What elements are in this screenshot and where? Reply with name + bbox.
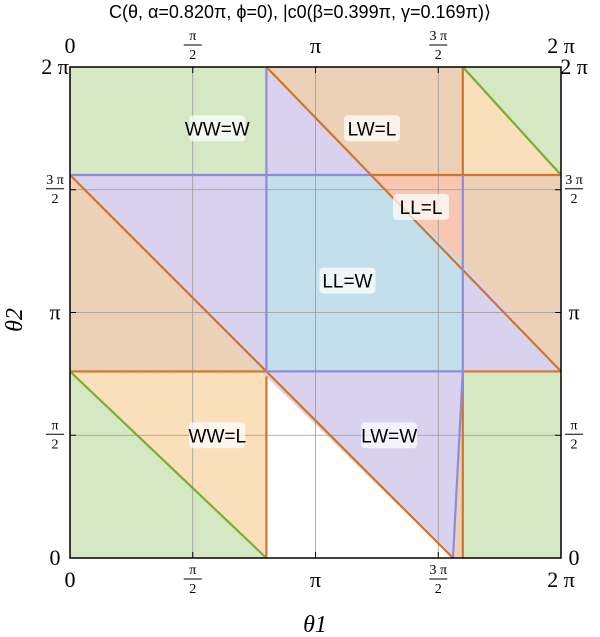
svg-text:2: 2	[435, 582, 442, 597]
svg-text:0: 0	[65, 567, 76, 592]
tick-label: π	[310, 33, 321, 58]
tick-label: 2 π	[547, 567, 575, 592]
svg-text:0: 0	[50, 545, 61, 570]
svg-text:2: 2	[189, 48, 196, 63]
svg-text:2: 2	[52, 192, 59, 207]
svg-text:2 π: 2 π	[547, 567, 575, 592]
svg-text:2 π: 2 π	[41, 54, 69, 79]
tick-label: π	[310, 567, 321, 592]
svg-text:π: π	[568, 300, 579, 325]
svg-text:π: π	[570, 418, 577, 433]
tick-label: 3 π2	[429, 563, 448, 597]
svg-text:3 π: 3 π	[429, 29, 447, 44]
tick-label: 3 π2	[565, 173, 583, 207]
svg-text:π: π	[51, 418, 58, 433]
tick-label: π2	[183, 563, 202, 597]
svg-text:LL=W: LL=W	[322, 272, 372, 293]
y-axis-title: θ2	[2, 308, 28, 332]
x-axis-title: θ1	[303, 612, 327, 637]
boundary-line-green	[461, 66, 562, 176]
svg-text:3 π: 3 π	[565, 173, 583, 188]
tick-label: π2	[46, 418, 64, 452]
svg-text:0: 0	[569, 545, 580, 570]
region-label: LW=L	[343, 115, 400, 142]
tick-label: π2	[183, 29, 202, 63]
tick-label: 0	[50, 545, 61, 570]
svg-text:π: π	[189, 29, 196, 44]
svg-text:2 π: 2 π	[560, 54, 588, 79]
region-green-bottom-right	[462, 371, 562, 559]
tick-label: π	[568, 300, 579, 325]
svg-text:3 π: 3 π	[46, 173, 64, 188]
chart-title: C(θ, α=0.820π, ϕ=0), |c0(β=0.399π, γ=0.1…	[109, 2, 491, 22]
tick-label: 2 π	[547, 33, 575, 58]
svg-text:LL=L: LL=L	[400, 198, 443, 219]
svg-text:0: 0	[65, 33, 76, 58]
svg-text:2: 2	[52, 437, 59, 452]
tick-label: 3 π2	[429, 29, 448, 63]
tick-label: 3 π2	[46, 173, 64, 207]
boundary-line-green	[69, 370, 268, 559]
tick-label: 2 π	[560, 54, 588, 79]
svg-text:LW=L: LW=L	[348, 119, 397, 140]
region-label: WW=L	[189, 422, 247, 449]
tick-label: 0	[65, 33, 76, 58]
svg-text:π: π	[189, 563, 196, 578]
labels-layer: WW=W LW=L LL=L LL=W WW=L LW=W	[185, 115, 450, 449]
tick-label: 0	[569, 545, 580, 570]
region-label: LW=W	[361, 422, 417, 449]
tick-label: 2 π	[41, 54, 69, 79]
svg-text:2: 2	[189, 582, 196, 597]
svg-text:WW=W: WW=W	[185, 119, 250, 140]
region-label: LL=W	[319, 267, 376, 294]
svg-text:π: π	[49, 300, 60, 325]
region-label: LL=L	[393, 193, 450, 220]
svg-text:π: π	[310, 33, 321, 58]
region-label: WW=W	[185, 115, 250, 142]
svg-text:π: π	[310, 567, 321, 592]
svg-text:3 π: 3 π	[429, 563, 447, 578]
svg-text:LW=W: LW=W	[361, 426, 417, 447]
svg-text:WW=L: WW=L	[189, 426, 247, 447]
tick-label: π2	[565, 418, 583, 452]
tick-label: 0	[65, 567, 76, 592]
svg-text:2 π: 2 π	[547, 33, 575, 58]
svg-text:2: 2	[571, 192, 578, 207]
svg-text:2: 2	[571, 437, 578, 452]
tick-label: π	[49, 300, 60, 325]
svg-text:2: 2	[435, 48, 442, 63]
boundary-line-purple	[451, 371, 464, 559]
